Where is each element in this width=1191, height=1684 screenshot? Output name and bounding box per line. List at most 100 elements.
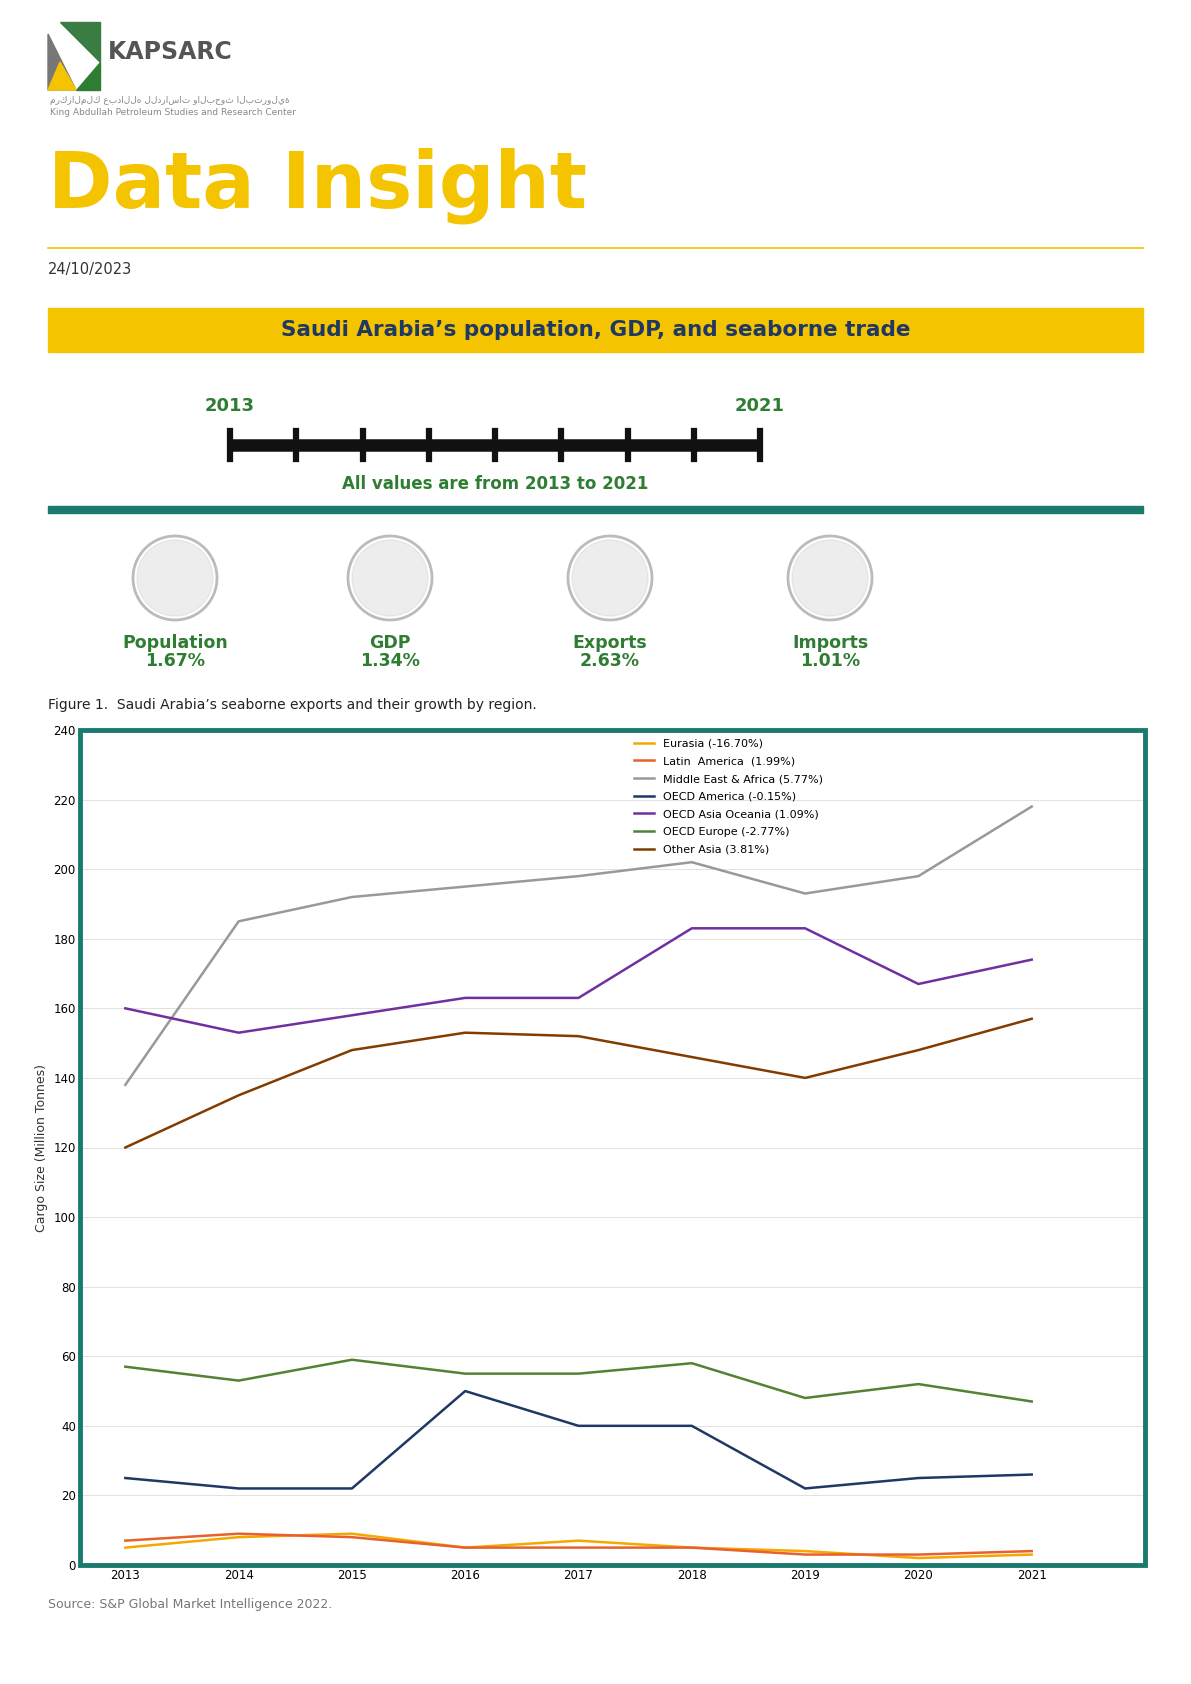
Text: KAPSARC: KAPSARC — [108, 40, 232, 64]
OECD Europe (-2.77%) — [685, 1354, 699, 1374]
Text: Figure 1.  Saudi Arabia’s seaborne exports and their growth by region.: Figure 1. Saudi Arabia’s seaborne export… — [48, 697, 537, 712]
Text: 2021: 2021 — [735, 397, 785, 414]
Polygon shape — [60, 22, 100, 62]
OECD America (-0.15%) — [572, 1416, 586, 1436]
Latin  America  (1.99%) — [231, 1524, 245, 1544]
Bar — [48, 308, 1143, 352]
Other Asia (3.81%) — [231, 1084, 245, 1105]
Middle East & Africa (5.77%) — [344, 887, 358, 908]
Latin  America  (1.99%) — [798, 1544, 812, 1564]
Latin  America  (1.99%) — [685, 1537, 699, 1558]
OECD Europe (-2.77%) — [118, 1357, 132, 1378]
OECD America (-0.15%) — [459, 1381, 473, 1401]
Text: 1.01%: 1.01% — [800, 652, 860, 670]
OECD America (-0.15%) — [231, 1479, 245, 1499]
Eurasia (-16.70%) — [344, 1524, 358, 1544]
Text: King Abdullah Petroleum Studies and Research Center: King Abdullah Petroleum Studies and Rese… — [50, 108, 297, 116]
Middle East & Africa (5.77%) — [911, 866, 925, 886]
Text: Source: S&P Global Market Intelligence 2022.: Source: S&P Global Market Intelligence 2… — [48, 1598, 332, 1612]
Eurasia (-16.70%) — [1024, 1544, 1039, 1564]
Other Asia (3.81%) — [798, 1068, 812, 1088]
Text: Imports: Imports — [792, 633, 868, 652]
Polygon shape — [48, 62, 76, 89]
OECD Europe (-2.77%) — [231, 1371, 245, 1391]
Text: GDP: GDP — [369, 633, 411, 652]
OECD America (-0.15%) — [118, 1468, 132, 1489]
Text: Data Insight: Data Insight — [48, 148, 587, 224]
Line: OECD Asia Oceania (1.09%): OECD Asia Oceania (1.09%) — [125, 928, 1031, 1032]
Text: 1.34%: 1.34% — [360, 652, 420, 670]
OECD America (-0.15%) — [685, 1416, 699, 1436]
Text: 24/10/2023: 24/10/2023 — [48, 263, 132, 276]
Eurasia (-16.70%) — [911, 1548, 925, 1568]
Eurasia (-16.70%) — [118, 1537, 132, 1558]
Latin  America  (1.99%) — [344, 1527, 358, 1548]
Eurasia (-16.70%) — [685, 1537, 699, 1558]
Circle shape — [572, 541, 648, 616]
Middle East & Africa (5.77%) — [798, 884, 812, 904]
OECD Asia Oceania (1.09%) — [798, 918, 812, 938]
Line: Eurasia (-16.70%): Eurasia (-16.70%) — [125, 1534, 1031, 1558]
Middle East & Africa (5.77%) — [118, 1074, 132, 1095]
Latin  America  (1.99%) — [1024, 1541, 1039, 1561]
Latin  America  (1.99%) — [118, 1531, 132, 1551]
Eurasia (-16.70%) — [572, 1531, 586, 1551]
Text: Exports: Exports — [573, 633, 648, 652]
Line: Latin  America  (1.99%): Latin America (1.99%) — [125, 1534, 1031, 1554]
OECD Europe (-2.77%) — [459, 1364, 473, 1384]
Other Asia (3.81%) — [344, 1041, 358, 1061]
Polygon shape — [48, 34, 76, 89]
Bar — [48, 505, 1143, 514]
Circle shape — [792, 541, 868, 616]
OECD Asia Oceania (1.09%) — [231, 1022, 245, 1042]
Eurasia (-16.70%) — [459, 1537, 473, 1558]
OECD Asia Oceania (1.09%) — [459, 989, 473, 1009]
OECD America (-0.15%) — [344, 1479, 358, 1499]
Middle East & Africa (5.77%) — [685, 852, 699, 872]
OECD Europe (-2.77%) — [1024, 1391, 1039, 1411]
OECD America (-0.15%) — [798, 1479, 812, 1499]
Middle East & Africa (5.77%) — [572, 866, 586, 886]
Line: Middle East & Africa (5.77%): Middle East & Africa (5.77%) — [125, 807, 1031, 1084]
Text: Saudi Arabia’s population, GDP, and seaborne trade: Saudi Arabia’s population, GDP, and seab… — [281, 320, 910, 340]
OECD America (-0.15%) — [911, 1468, 925, 1489]
Text: Population: Population — [123, 633, 227, 652]
Y-axis label: Cargo Size (Million Tonnes): Cargo Size (Million Tonnes) — [35, 1064, 48, 1231]
OECD Europe (-2.77%) — [344, 1349, 358, 1369]
Other Asia (3.81%) — [685, 1047, 699, 1068]
Legend: Eurasia (-16.70%), Latin  America  (1.99%), Middle East & Africa (5.77%), OECD A: Eurasia (-16.70%), Latin America (1.99%)… — [634, 738, 823, 855]
Line: OECD America (-0.15%): OECD America (-0.15%) — [125, 1391, 1031, 1489]
OECD Asia Oceania (1.09%) — [344, 1005, 358, 1026]
Line: Other Asia (3.81%): Other Asia (3.81%) — [125, 1019, 1031, 1147]
Text: 2.63%: 2.63% — [580, 652, 640, 670]
Latin  America  (1.99%) — [459, 1537, 473, 1558]
OECD Asia Oceania (1.09%) — [911, 973, 925, 994]
Eurasia (-16.70%) — [798, 1541, 812, 1561]
Other Asia (3.81%) — [459, 1022, 473, 1042]
Middle East & Africa (5.77%) — [1024, 797, 1039, 817]
OECD America (-0.15%) — [1024, 1465, 1039, 1485]
Line: OECD Europe (-2.77%): OECD Europe (-2.77%) — [125, 1359, 1031, 1401]
Latin  America  (1.99%) — [911, 1544, 925, 1564]
OECD Asia Oceania (1.09%) — [1024, 950, 1039, 970]
Polygon shape — [76, 62, 100, 89]
Middle East & Africa (5.77%) — [459, 876, 473, 896]
Text: 2013: 2013 — [205, 397, 255, 414]
Other Asia (3.81%) — [911, 1041, 925, 1061]
Latin  America  (1.99%) — [572, 1537, 586, 1558]
Text: All values are from 2013 to 2021: All values are from 2013 to 2021 — [342, 475, 648, 493]
Other Asia (3.81%) — [118, 1137, 132, 1157]
Circle shape — [353, 541, 428, 616]
OECD Asia Oceania (1.09%) — [118, 999, 132, 1019]
Text: 1.67%: 1.67% — [145, 652, 205, 670]
OECD Asia Oceania (1.09%) — [572, 989, 586, 1009]
Other Asia (3.81%) — [572, 1026, 586, 1046]
Middle East & Africa (5.77%) — [231, 911, 245, 931]
Bar — [80, 729, 1145, 1564]
Text: مركزالملك عبدالله للدراسات والبحوث البترولية: مركزالملك عبدالله للدراسات والبحوث البتر… — [50, 96, 289, 104]
Eurasia (-16.70%) — [231, 1527, 245, 1548]
Circle shape — [137, 541, 213, 616]
OECD Europe (-2.77%) — [798, 1388, 812, 1408]
Other Asia (3.81%) — [1024, 1009, 1039, 1029]
OECD Europe (-2.77%) — [911, 1374, 925, 1394]
